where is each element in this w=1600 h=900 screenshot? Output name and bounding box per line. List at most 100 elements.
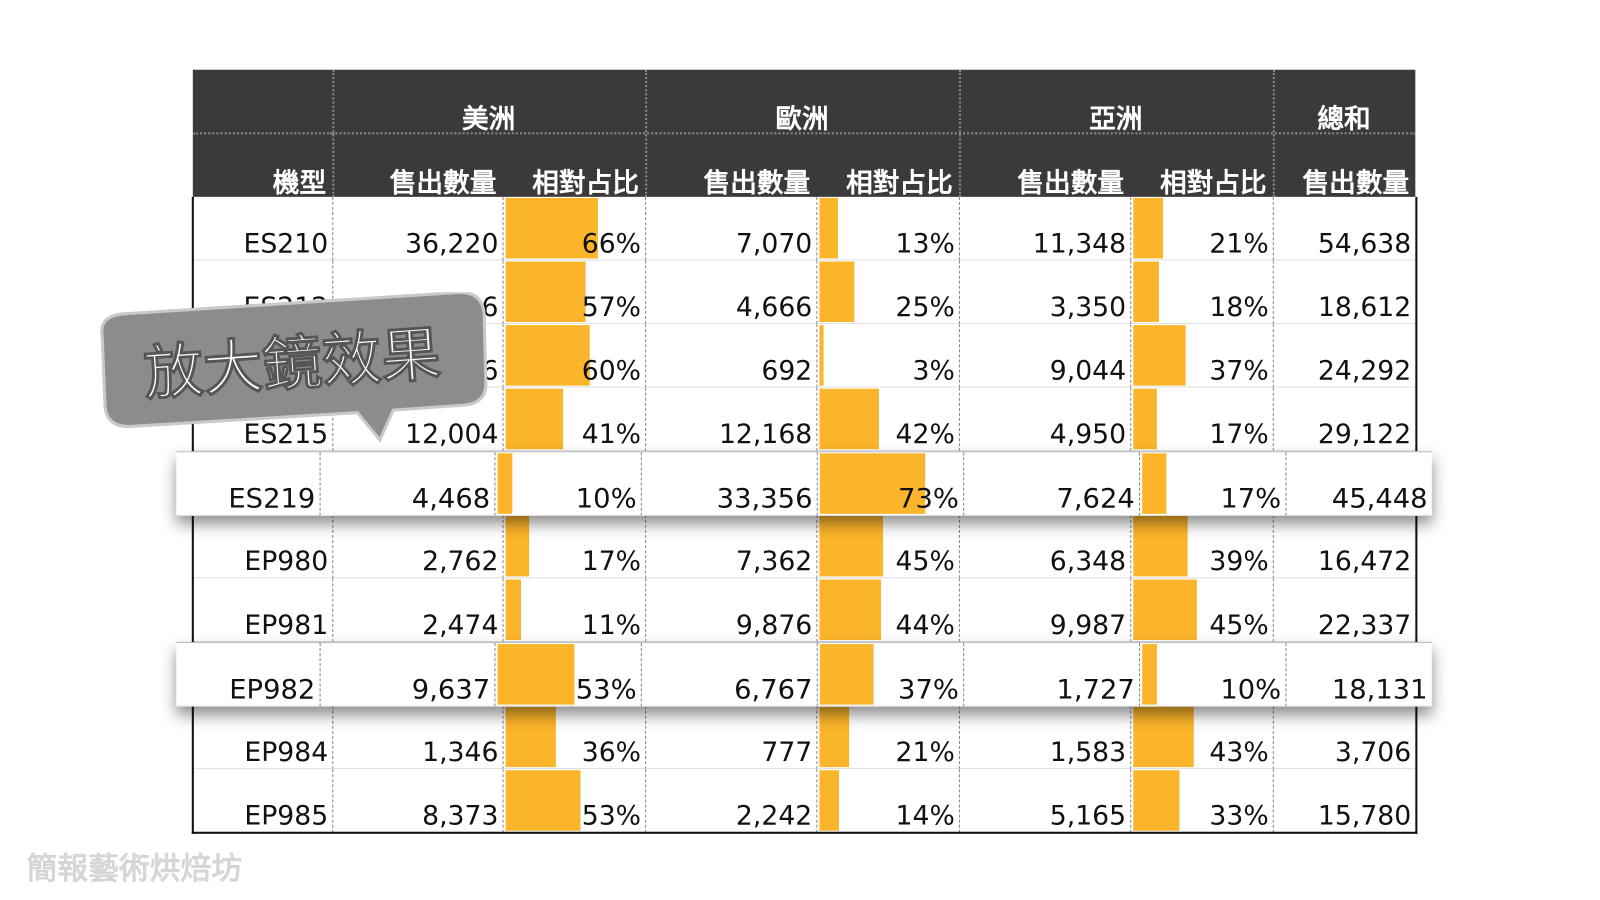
table-cell: 54,638: [1272, 196, 1416, 261]
column-header: 售出數量: [1017, 168, 1125, 199]
data-bar: [819, 197, 838, 259]
table-cell: 36,220: [332, 196, 503, 261]
header-divider: [332, 69, 335, 197]
table-cell: 18,612: [1272, 260, 1416, 325]
percent-text: 17%: [1209, 419, 1269, 451]
model-name: EP985: [244, 800, 329, 832]
percent-text: 57%: [581, 292, 641, 324]
table-cell: 16,472: [1272, 514, 1416, 579]
data-bar: [819, 706, 849, 768]
callout: 放大鏡效果: [100, 292, 488, 443]
count-text: 4,666: [735, 292, 813, 324]
data-bar: [505, 515, 530, 577]
table-header: 美洲 歐洲 亞洲 總和 機型 售出數量 相對占比 售出數量 相對占比 售出數量 相對占比 售出數量: [192, 69, 1416, 199]
table-cell: 33,356: [640, 452, 817, 516]
header-divider: [332, 132, 1416, 135]
data-bar: [1133, 706, 1194, 768]
header-divider: [192, 132, 333, 135]
data-bar: [819, 644, 874, 705]
percent-text: 41%: [581, 419, 641, 451]
count-text: 8,373: [422, 800, 499, 832]
count-text: 12,168: [718, 419, 813, 451]
table-cell: 57%: [502, 260, 646, 325]
percent-text: 45%: [1209, 610, 1269, 641]
table-row: ES215 12,004 41% 12,168 42% 4,950 17% 29,122: [192, 387, 1416, 452]
table-cell: 11,348: [958, 196, 1131, 261]
table-cell: 7,362: [645, 514, 817, 579]
column-header: 售出數量: [389, 168, 497, 199]
data-bar: [497, 644, 575, 705]
table-cell: 11%: [502, 578, 646, 643]
data-bar: [1133, 515, 1189, 577]
count-text: 11,348: [1032, 228, 1127, 260]
percent-text: 21%: [895, 737, 955, 769]
percent-text: 37%: [1209, 355, 1269, 387]
percent-text: 42%: [895, 419, 955, 451]
callout-bubble: [100, 292, 488, 443]
table-cell: 3,350: [958, 260, 1131, 325]
group-header: 總和: [1317, 104, 1371, 136]
column-header: 相對占比: [846, 168, 953, 199]
table-cell: 3%: [816, 324, 959, 388]
watermark: 簡報藝術烘焙坊: [26, 851, 243, 888]
table-cell: EP985: [192, 769, 333, 833]
count-text: 9,876: [735, 610, 813, 641]
count-text: 6,348: [1049, 546, 1127, 578]
table-cell: ES210: [192, 197, 333, 261]
model-name: EP982: [229, 674, 316, 706]
table-cell: 45%: [816, 514, 959, 579]
percent-text: 39%: [1209, 546, 1269, 578]
count-text: 29,122: [1317, 419, 1412, 451]
percent-text: 10%: [1220, 674, 1282, 706]
table-cell: 1,727: [963, 643, 1140, 707]
count-text: 777: [761, 737, 813, 769]
group-header: 亞洲: [1089, 104, 1143, 136]
column-header: 機型: [272, 168, 327, 199]
count-text: 5,165: [1049, 800, 1127, 832]
table-cell: 6,767: [640, 643, 817, 707]
table-cell: 29,122: [1272, 387, 1416, 452]
table-cell: 17%: [1139, 452, 1286, 516]
highlighted-row: EP982 9,637 53% 6,767 37% 1,727 10% 18,131: [176, 642, 1432, 707]
count-text: 7,070: [735, 228, 813, 260]
table-cell: 9,987: [958, 578, 1131, 643]
data-bar: [819, 325, 824, 386]
table-cell: 37%: [816, 643, 964, 707]
table-cell: 3,706: [1272, 705, 1416, 770]
percent-text: 11%: [581, 610, 641, 641]
table-cell: EP980: [192, 515, 333, 579]
table-cell: 12,168: [645, 387, 817, 452]
count-text: 9,987: [1049, 610, 1127, 641]
count-text: 9,637: [411, 674, 491, 706]
count-text: 4,468: [411, 484, 491, 515]
count-text: 9,044: [1049, 355, 1127, 387]
table-cell: EP984: [192, 706, 333, 770]
table-cell: 44%: [816, 578, 959, 643]
highlighted-row: ES219 4,468 10% 33,356 73% 7,624 17% 45,448: [176, 451, 1432, 516]
count-text: 2,474: [422, 610, 499, 641]
count-text: 18,131: [1331, 674, 1428, 706]
table-cell: 2,474: [332, 578, 503, 643]
table-row: ES210 36,220 66% 7,070 13% 11,348 21% 54,638: [192, 196, 1416, 261]
percent-text: 36%: [581, 737, 641, 769]
data-bar: [1133, 388, 1158, 450]
data-bar: [819, 453, 926, 514]
data-bar: [497, 453, 512, 514]
table-cell: 4,666: [645, 260, 817, 325]
data-bar: [505, 325, 590, 386]
data-bar: [819, 515, 883, 577]
percent-text: 45%: [895, 546, 955, 578]
count-text: 692: [761, 355, 813, 387]
table-cell: 17%: [1130, 387, 1273, 452]
header-divider: [645, 69, 648, 197]
model-name: ES219: [228, 484, 316, 515]
table-cell: 36%: [502, 705, 646, 770]
column-header: 相對占比: [532, 168, 639, 199]
table-cell: 33%: [1130, 769, 1273, 833]
count-text: 7,362: [735, 546, 813, 578]
count-text: 45,448: [1331, 484, 1428, 515]
percent-text: 53%: [581, 800, 641, 832]
table-cell: 9,637: [319, 643, 495, 707]
table-cell: 15,780: [1272, 769, 1416, 833]
